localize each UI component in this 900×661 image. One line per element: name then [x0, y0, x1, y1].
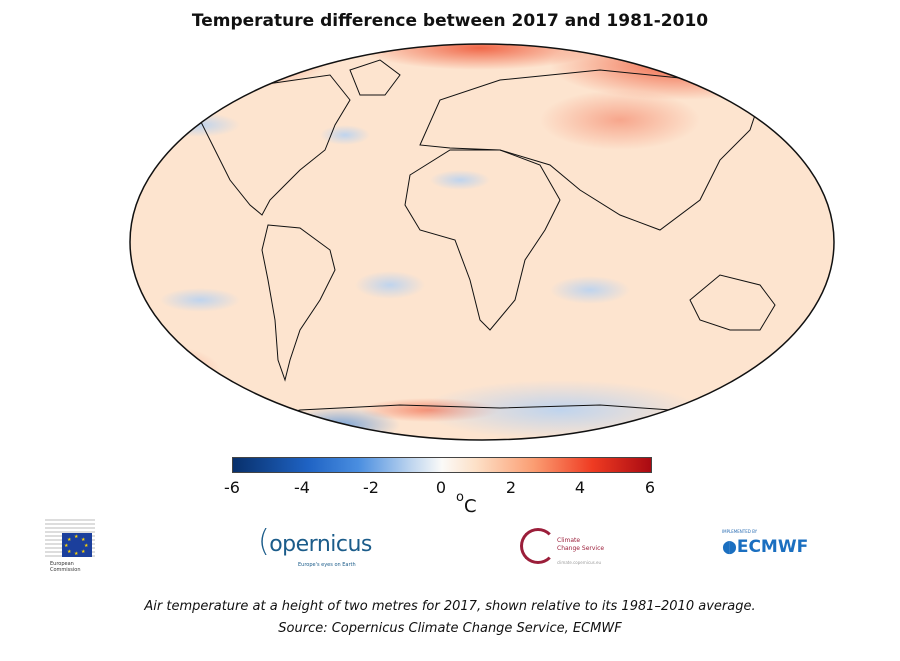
c3s-logo-text: Climate Change Service: [557, 537, 605, 552]
cool-anomaly-north-pacific: [160, 113, 240, 137]
colorbar: [232, 457, 652, 473]
colorbar-tick: 4: [574, 478, 586, 497]
warm-anomaly-south-pacific: [130, 345, 220, 395]
colorbar-tick: 0: [435, 478, 447, 497]
eurasia-outline: [419, 69, 761, 231]
warm-anomaly-arctic: [360, 44, 600, 70]
chart-title: Temperature difference between 2017 and …: [191, 11, 709, 31]
cool-anomaly-antarctica-west: [280, 407, 400, 440]
c3s-logo-icon: [520, 528, 556, 564]
colorbar-tick: -2: [363, 478, 379, 497]
coastlines: [199, 59, 776, 426]
map-border: [129, 43, 835, 441]
warm-anomaly-arctic-west: [130, 44, 330, 90]
cool-anomaly-north-atlantic: [320, 125, 370, 145]
copernicus-tagline: Europe's eyes on Earth: [298, 562, 356, 568]
caption-line-1: Air temperature at a height of two metre…: [144, 599, 756, 614]
cool-anomaly-south-pacific: [160, 288, 240, 312]
copernicus-logo: (opernicus: [258, 524, 372, 559]
warm-anomaly-asia: [540, 90, 700, 150]
greenland-outline: [349, 59, 401, 96]
north-america-outline: [199, 74, 351, 216]
colorbar-tick: -4: [294, 478, 310, 497]
c3s-url: climate.copernicus.eu: [557, 560, 602, 565]
colorbar-tick: 6: [644, 478, 656, 497]
ecmwf-logo: ◖◗ ECMWF: [722, 537, 809, 557]
cool-anomaly-antarctica: [420, 380, 700, 440]
colorbar-tick: 2: [505, 478, 517, 497]
european-commission-text: European Commission: [50, 561, 81, 573]
cool-anomaly-indian-ocean: [550, 276, 630, 304]
australia-outline: [689, 274, 776, 331]
warm-anomaly-siberia: [550, 44, 810, 100]
cool-anomaly-sahara: [430, 170, 490, 190]
caption-source: Source: Copernicus Climate Change Servic…: [278, 621, 622, 636]
colorbar-tick: -6: [224, 478, 240, 497]
ecmwf-implemented-by: IMPLEMENTED BY: [722, 529, 758, 534]
eu-flag-icon: ★ ★ ★ ★ ★ ★ ★ ★: [62, 533, 92, 557]
africa-outline: [404, 149, 561, 331]
colorbar-unit: oC: [456, 490, 477, 517]
map-ocean-background: [130, 44, 834, 440]
cool-anomaly-south-atlantic: [355, 271, 425, 299]
south-america-outline: [261, 224, 336, 382]
